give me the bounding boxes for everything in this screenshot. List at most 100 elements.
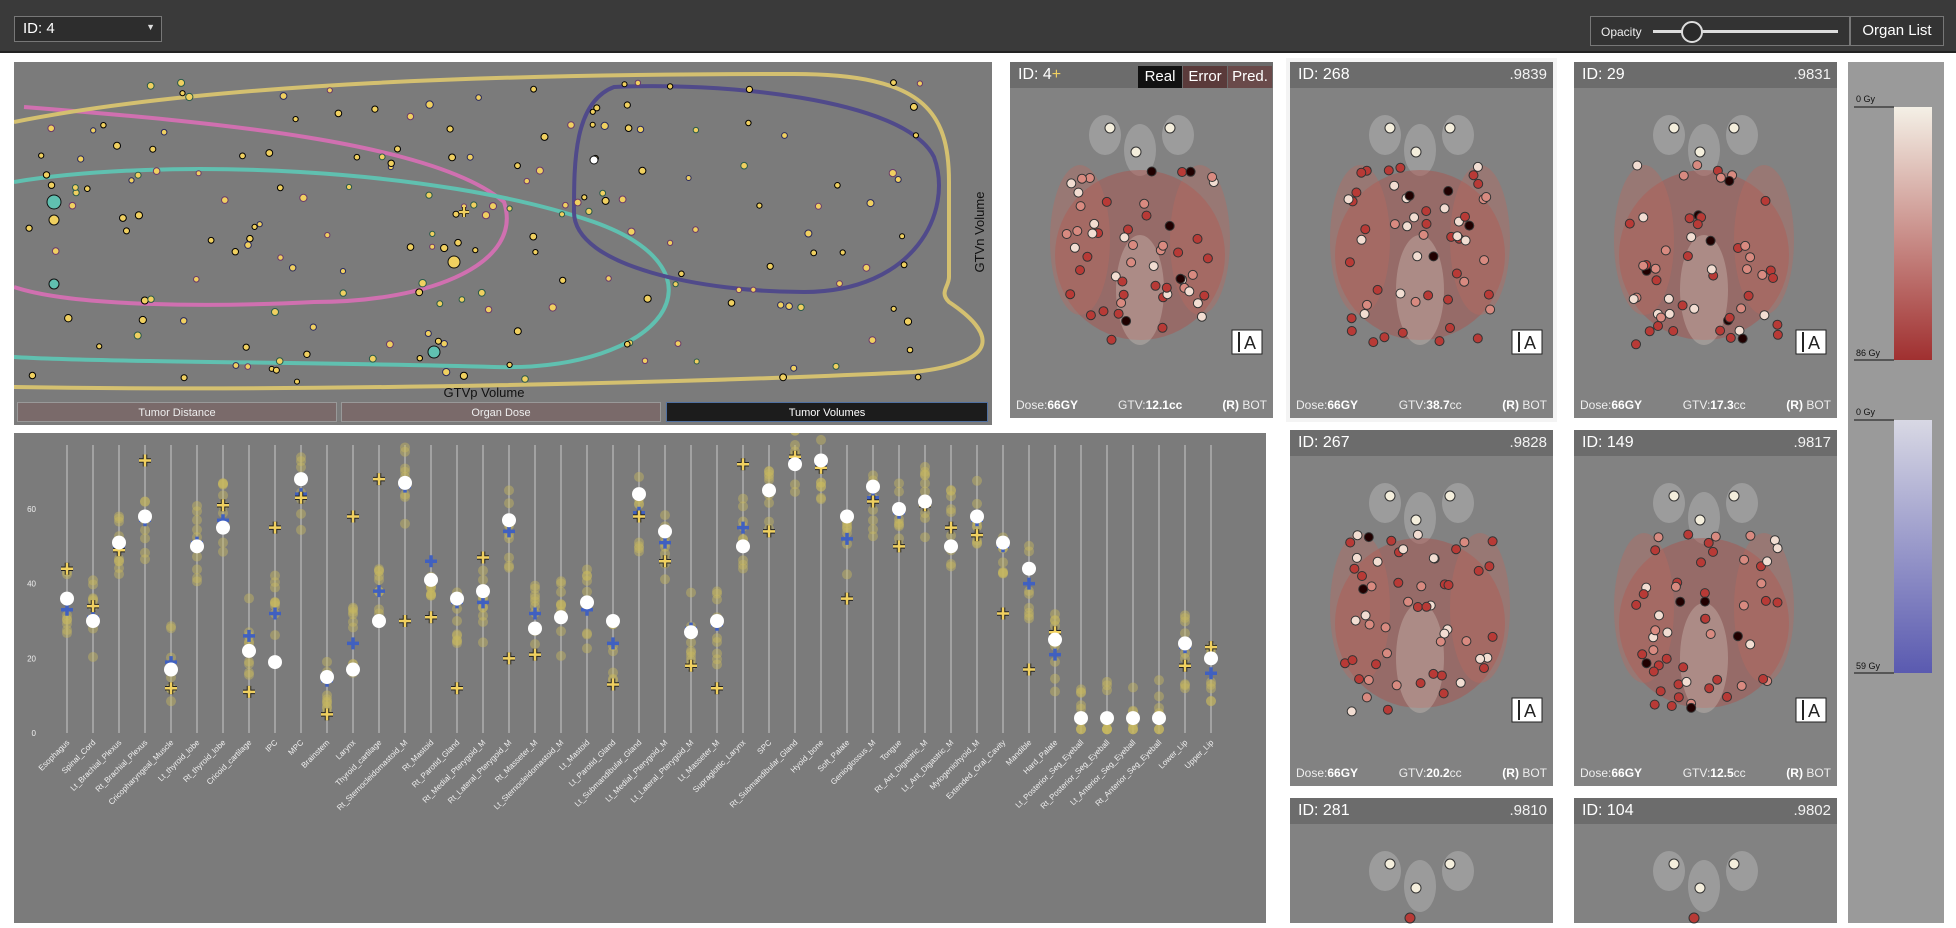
patient-dot[interactable] xyxy=(47,181,56,189)
organ-dose-dot[interactable] xyxy=(1722,691,1732,702)
organ-dose-dot[interactable] xyxy=(1350,615,1361,626)
organ-dose-render[interactable]: A xyxy=(1290,458,1553,758)
organ-dose-dot[interactable] xyxy=(1362,299,1372,310)
patient-dot[interactable] xyxy=(839,249,846,256)
organ-dose-dot[interactable] xyxy=(1069,242,1080,253)
pred-marker[interactable] xyxy=(1205,641,1217,654)
patient-dot[interactable] xyxy=(475,94,482,101)
organ-dose-dot[interactable] xyxy=(1728,490,1740,502)
organ-dose-dot[interactable] xyxy=(1343,194,1354,205)
patient-dot[interactable] xyxy=(888,169,897,178)
organ-dose-dot[interactable] xyxy=(1164,122,1176,134)
patient-dot[interactable] xyxy=(429,230,436,237)
pred-marker[interactable] xyxy=(685,659,697,672)
patient-dot[interactable] xyxy=(750,286,757,293)
current-patient-marker[interactable] xyxy=(459,207,469,217)
similar-patient-card-29[interactable]: ID: 29 .9831 A Dose:66GY GTV:17.3cc (R) B… xyxy=(1574,62,1837,418)
patient-dot[interactable] xyxy=(345,183,353,191)
organ-dose-dot[interactable] xyxy=(1705,629,1716,639)
organ-dose-dot[interactable] xyxy=(1423,290,1434,301)
pred-marker[interactable] xyxy=(295,491,307,504)
organ-dose-dot[interactable] xyxy=(1435,636,1446,647)
patient-dot[interactable] xyxy=(914,373,922,381)
organ-dose-dot[interactable] xyxy=(1772,329,1783,340)
organ-dose-dot[interactable] xyxy=(1075,201,1086,212)
real-dose-marker[interactable] xyxy=(996,535,1010,550)
organ-dose-dot[interactable] xyxy=(1402,221,1413,232)
organ-dose-render[interactable] xyxy=(1574,826,1837,926)
orientation-icon[interactable]: A xyxy=(1795,697,1827,723)
organ-dose-dot[interactable] xyxy=(1439,203,1450,214)
real-dose-marker[interactable] xyxy=(658,524,672,539)
patient-dot[interactable] xyxy=(685,175,692,181)
organ-dose-chart[interactable]: 0204060EsophagusSpinal_CordLt_Brachial_P… xyxy=(14,433,1266,923)
similar-patient-card-104[interactable]: ID: 104 .9802 xyxy=(1574,798,1837,926)
organ-dose-dot[interactable] xyxy=(1443,580,1454,590)
organ-dose-dot[interactable] xyxy=(1666,701,1677,711)
organ-dose-dot[interactable] xyxy=(1148,261,1159,272)
patient-dot[interactable] xyxy=(448,153,457,162)
organ-dose-dot[interactable] xyxy=(1684,213,1695,224)
organ-dose-dot[interactable] xyxy=(1185,166,1196,177)
patient-dot[interactable] xyxy=(84,185,91,192)
organ-dose-dot[interactable] xyxy=(1161,282,1172,293)
organ-dose-dot[interactable] xyxy=(1715,172,1726,183)
organ-dose-dot[interactable] xyxy=(1651,275,1662,286)
mean-marker[interactable] xyxy=(425,555,437,568)
organ-dose-dot[interactable] xyxy=(1428,668,1439,679)
real-dose-marker[interactable] xyxy=(1204,651,1218,666)
organ-dose-dot[interactable] xyxy=(1139,198,1150,209)
patient-dot[interactable] xyxy=(180,374,188,382)
organ-dose-dot[interactable] xyxy=(1700,613,1711,624)
organ-dose-dot[interactable] xyxy=(1473,565,1484,576)
patient-dot[interactable] xyxy=(427,345,441,359)
organ-dose-dot[interactable] xyxy=(1389,180,1400,191)
organ-dose-dot[interactable] xyxy=(1118,289,1129,300)
organ-dose-dot[interactable] xyxy=(1436,670,1447,681)
patient-dot[interactable] xyxy=(530,85,537,93)
patient-dot[interactable] xyxy=(618,195,627,204)
organ-dose-dot[interactable] xyxy=(1696,557,1706,568)
organ-dose-dot[interactable] xyxy=(1366,581,1377,592)
organ-dose-dot[interactable] xyxy=(1421,601,1432,612)
organ-dose-dot[interactable] xyxy=(1459,276,1470,287)
organ-dose-dot[interactable] xyxy=(1712,674,1723,685)
real-dose-marker[interactable] xyxy=(164,662,178,677)
organ-dose-dot[interactable] xyxy=(1356,167,1367,178)
organ-dose-dot[interactable] xyxy=(1678,170,1689,181)
patient-dot[interactable] xyxy=(133,331,142,340)
real-dose-marker[interactable] xyxy=(242,643,256,658)
similar-patient-card-281[interactable]: ID: 281 .9810 xyxy=(1290,798,1553,924)
organ-dose-dot[interactable] xyxy=(1117,276,1128,287)
organ-dose-dot[interactable] xyxy=(1177,167,1188,177)
organ-dose-dot[interactable] xyxy=(1762,556,1773,567)
patient-dot[interactable] xyxy=(906,346,914,354)
similar-patient-card-268[interactable]: ID: 268 .9839 A Dose:66GY GTV:38.7cc (R) … xyxy=(1286,58,1557,422)
patient-dot[interactable] xyxy=(326,87,333,94)
patient-dot[interactable] xyxy=(777,301,785,309)
patient-dot[interactable] xyxy=(916,80,924,87)
organ-dose-dot[interactable] xyxy=(1686,232,1697,243)
patient-dot[interactable] xyxy=(251,223,258,230)
patient-dot[interactable] xyxy=(123,227,130,235)
organ-dose-dot[interactable] xyxy=(1668,326,1679,336)
patient-dot[interactable] xyxy=(641,357,649,364)
real-dose-marker[interactable] xyxy=(216,520,230,535)
patient-dot[interactable] xyxy=(179,90,186,97)
patient-dot[interactable] xyxy=(72,184,79,191)
organ-dose-dot[interactable] xyxy=(1384,122,1396,134)
patient-dot[interactable] xyxy=(589,121,596,128)
patient-dot[interactable] xyxy=(232,362,240,369)
organ-dose-dot[interactable] xyxy=(1736,680,1747,691)
organ-dose-dot[interactable] xyxy=(1128,240,1138,250)
organ-dose-dot[interactable] xyxy=(1173,247,1184,258)
organ-dose-dot[interactable] xyxy=(1686,702,1697,713)
organ-dose-dot[interactable] xyxy=(1683,529,1694,540)
organ-dose-dot[interactable] xyxy=(1656,312,1666,323)
organ-dose-dot[interactable] xyxy=(1444,122,1456,134)
organ-dose-dot[interactable] xyxy=(1638,212,1649,223)
real-dose-marker[interactable] xyxy=(502,513,516,528)
organ-dose-dot[interactable] xyxy=(1119,232,1130,243)
patient-dot[interactable] xyxy=(506,205,513,212)
patient-dot[interactable] xyxy=(601,196,610,205)
